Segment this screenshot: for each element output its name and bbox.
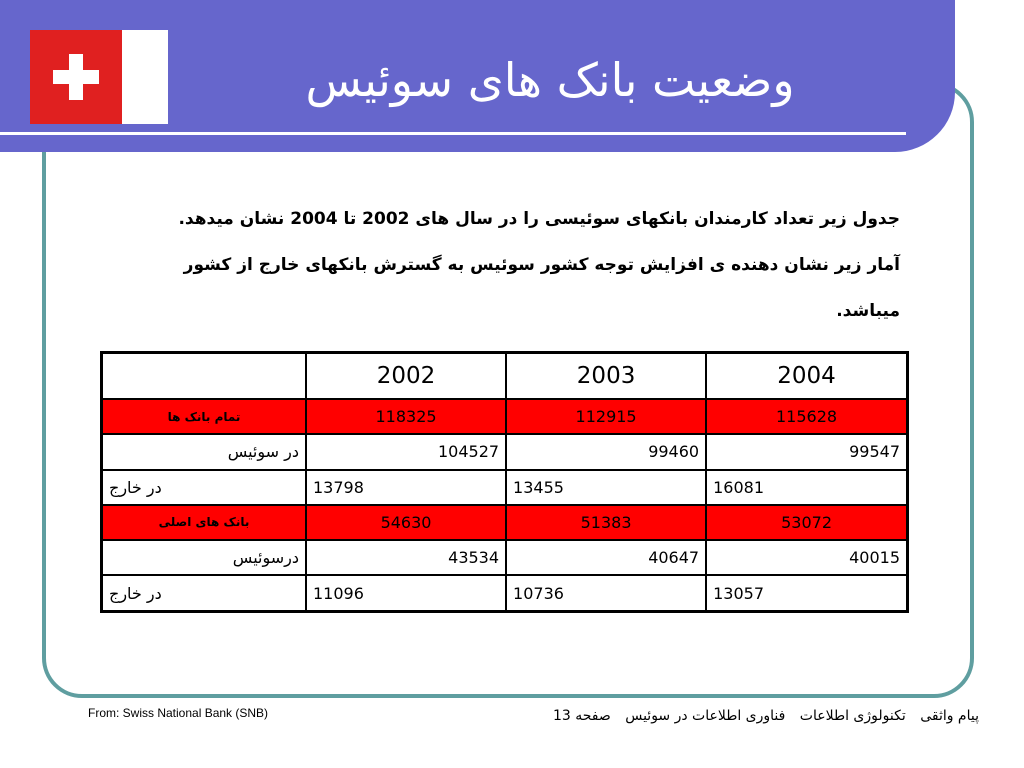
table-cell: 11096 (304, 574, 508, 613)
table-cell: 13057 (705, 574, 909, 613)
row-label: بانک های اصلی (100, 503, 307, 542)
table-cell: 115628 (705, 397, 909, 436)
employees-table: 2002 2003 2004 تمام بانک ها 118325 11291… (100, 351, 909, 613)
source-note: From: Swiss National Bank (SNB) (88, 706, 269, 720)
table-row-main-abroad: در خارج 11096 10736 13057 (100, 574, 909, 613)
table-cell: 53072 (705, 503, 909, 542)
table-row-in-switzerland: در سوئیس 104527 99460 99547 (100, 433, 909, 471)
table-cell: 40015 (705, 539, 909, 577)
table-cell: 40647 (505, 539, 708, 577)
table-cell: 13798 (304, 468, 508, 506)
year-2003-header: 2003 (505, 351, 708, 400)
table-cell: 99460 (505, 433, 708, 471)
table-row-main-in-switzerland: درسوئیس 43534 40647 40015 (100, 539, 909, 577)
table-header-row: 2002 2003 2004 (100, 351, 909, 400)
row-label: در خارج (100, 574, 307, 613)
table-row-all-banks: تمام بانک ها 118325 112915 115628 (100, 397, 909, 436)
year-2002-header: 2002 (304, 351, 508, 400)
footer-course: تکنولوژی اطلاعات (799, 708, 906, 724)
row-label: درسوئیس (100, 539, 307, 577)
table-cell: 13455 (505, 468, 708, 506)
swiss-flag-icon (30, 30, 168, 124)
table-cell: 112915 (505, 397, 708, 436)
table-cell: 51383 (505, 503, 708, 542)
year-2004-header: 2004 (705, 351, 909, 400)
footer-author: پیام واثقی (920, 708, 979, 724)
table-cell: 10736 (505, 574, 708, 613)
row-label: در خارج (100, 468, 307, 506)
slide-title: وضعیت بانک های سوئیس (305, 53, 795, 107)
banner-rule (0, 132, 906, 135)
intro-text: جدول زیر تعداد کارمندان بانکهای سوئیسی ر… (130, 196, 900, 334)
intro-line-2: آمار زیر نشان دهنده ی افزایش توجه کشور س… (183, 255, 900, 321)
table-cell: 16081 (705, 468, 909, 506)
title-banner: وضعیت بانک های سوئیس (0, 0, 955, 152)
table-row-main-banks: بانک های اصلی 54630 51383 53072 (100, 503, 909, 542)
flag-red-field (30, 30, 122, 124)
page-number: صفحه 13 (552, 708, 611, 724)
footer-bar: پیام واثقی تکنولوژی اطلاعات فناوری اطلاع… (543, 708, 979, 724)
intro-line-1: جدول زیر تعداد کارمندان بانکهای سوئیسی ر… (178, 209, 900, 229)
table-cell: 43534 (304, 539, 508, 577)
row-label: تمام بانک ها (100, 397, 307, 436)
table-cell: 118325 (304, 397, 508, 436)
table-cell: 99547 (705, 433, 909, 471)
table-cell: 104527 (304, 433, 508, 471)
row-label: در سوئیس (100, 433, 307, 471)
footer-topic: فناوری اطلاعات در سوئیس (625, 708, 786, 724)
table-corner-cell (100, 351, 307, 400)
table-row-abroad: در خارج 13798 13455 16081 (100, 468, 909, 506)
flag-cross-vertical (69, 54, 83, 100)
table-cell: 54630 (304, 503, 508, 542)
